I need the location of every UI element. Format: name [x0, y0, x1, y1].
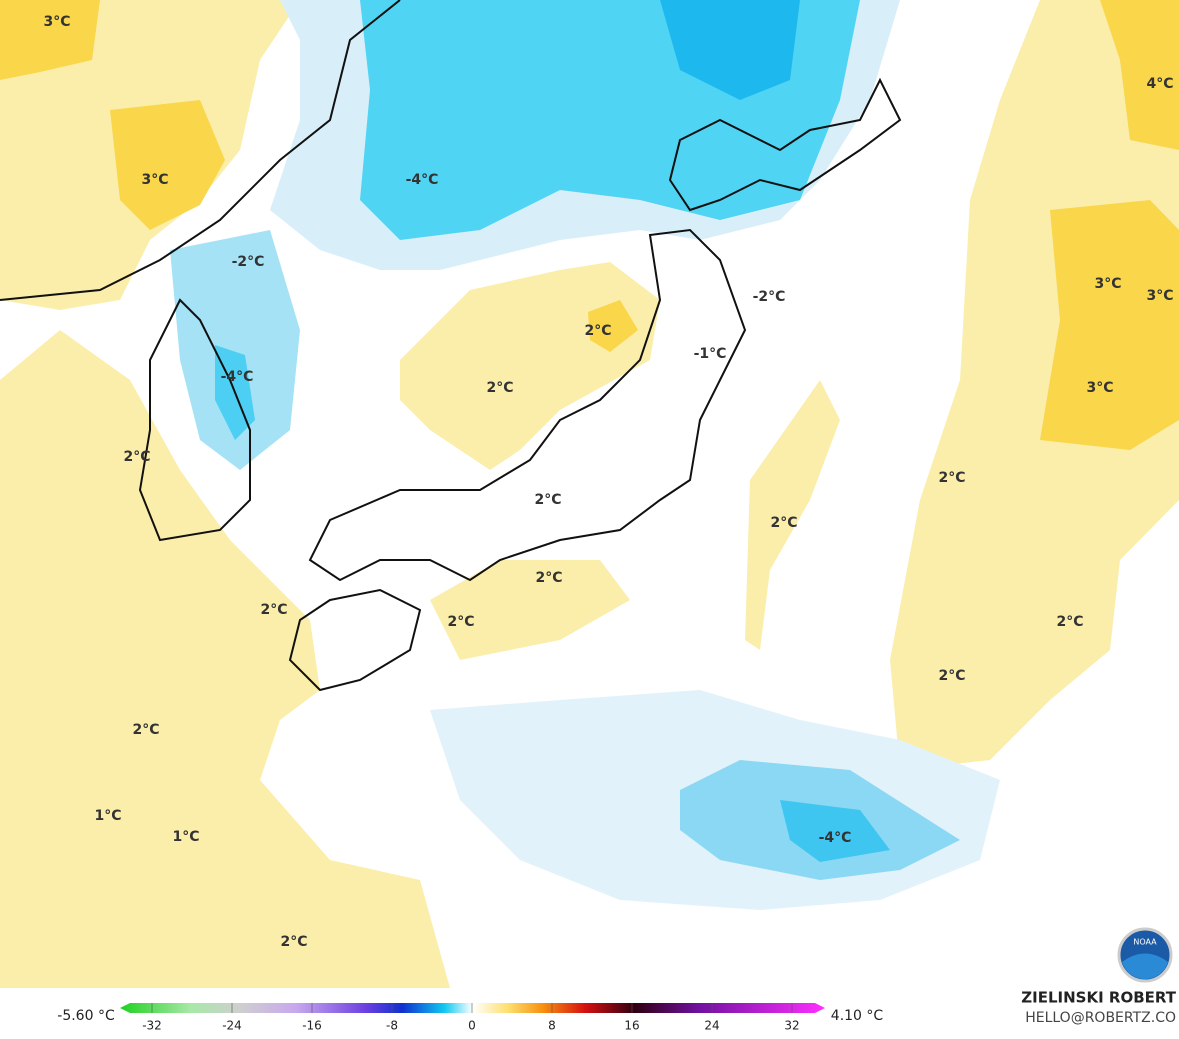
- contour-label: 1°C: [172, 829, 199, 845]
- contour-label: -4°C: [221, 369, 254, 385]
- contour-label: 2°C: [770, 515, 797, 531]
- colorbar-tick-label: 16: [624, 1019, 639, 1033]
- contour-label: 2°C: [132, 722, 159, 738]
- logo-text: NOAA: [1133, 938, 1157, 947]
- contour-label: 3°C: [43, 14, 70, 30]
- contour-label: 2°C: [938, 470, 965, 486]
- colorbar-tick-label: 0: [468, 1019, 476, 1033]
- credit-name: ZIELINSKI ROBERT: [1021, 989, 1176, 1007]
- colorbar-tick-label: 8: [548, 1019, 556, 1033]
- contour-label: 2°C: [584, 323, 611, 339]
- contour-label: 2°C: [1056, 614, 1083, 630]
- colorbar-scale: [120, 1003, 825, 1013]
- noaa-logo: NOAA: [1117, 927, 1173, 983]
- contour-label: 2°C: [447, 614, 474, 630]
- contour-label: 2°C: [123, 449, 150, 465]
- contour-label: -2°C: [232, 254, 265, 270]
- contour-label: 2°C: [280, 934, 307, 950]
- contour-label: -1°C: [694, 346, 727, 362]
- contour-label: -2°C: [753, 289, 786, 305]
- contour-label: 2°C: [938, 668, 965, 684]
- contour-label: 3°C: [1094, 276, 1121, 292]
- colorbar-max: 4.10 °C: [831, 1008, 884, 1024]
- contour-label: 2°C: [260, 602, 287, 618]
- contour-labels: 3°C 3°C -4°C -2°C -4°C 2°C 2°C 2°C -1°C …: [43, 14, 1173, 950]
- anomaly-fields: [0, 0, 1179, 988]
- colorbar-tick-label: 32: [784, 1019, 799, 1033]
- colorbar: -5.60 °C -32 -24 -16 -8 0 8 16 24 32 4.10 °C: [57, 1003, 883, 1033]
- contour-label: 3°C: [1086, 380, 1113, 396]
- contour-label: 4°C: [1146, 76, 1173, 92]
- credit-contact: HELLO@ROBERTZ.CO: [1025, 1010, 1176, 1026]
- colorbar-tick-label: 24: [704, 1019, 719, 1033]
- contour-label: -4°C: [819, 830, 852, 846]
- contour-label: 2°C: [534, 492, 561, 508]
- contour-label: -4°C: [406, 172, 439, 188]
- colorbar-tick-label: -32: [142, 1019, 162, 1033]
- colorbar-tick-label: -16: [302, 1019, 322, 1033]
- colorbar-tick-label: -8: [386, 1019, 398, 1033]
- contour-label: 2°C: [486, 380, 513, 396]
- contour-label: 2°C: [535, 570, 562, 586]
- coastlines: [0, 0, 902, 692]
- colorbar-tick-label: -24: [222, 1019, 242, 1033]
- contour-label: 3°C: [141, 172, 168, 188]
- colorbar-min: -5.60 °C: [57, 1008, 115, 1024]
- contour-label: 1°C: [94, 808, 121, 824]
- contour-label: 3°C: [1146, 288, 1173, 304]
